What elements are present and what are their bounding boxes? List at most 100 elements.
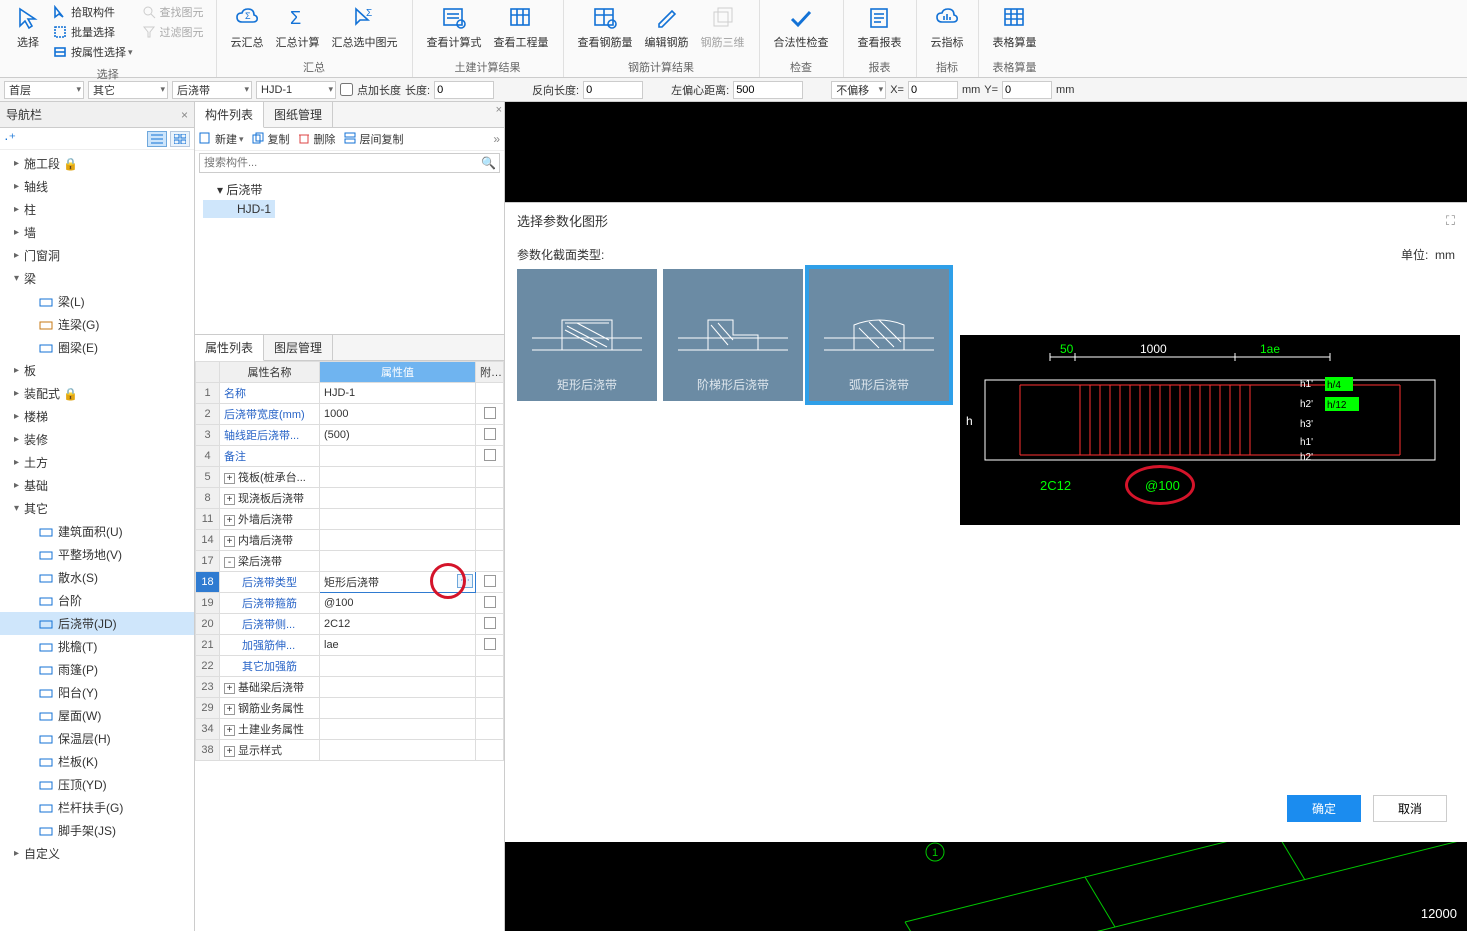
length-input[interactable] bbox=[434, 81, 494, 99]
x-input[interactable] bbox=[908, 81, 958, 99]
select-button[interactable]: 选择 bbox=[8, 0, 48, 54]
nav-add-icon[interactable]: ·⁺ bbox=[4, 130, 16, 147]
shape-card-arc[interactable]: 弧形后浇带 bbox=[809, 269, 949, 401]
tab-property-list[interactable]: 属性列表 bbox=[195, 335, 264, 361]
calc-selected-button[interactable]: Σ汇总选中图元 bbox=[326, 0, 404, 54]
shape-card-rect[interactable]: 矩形后浇带 bbox=[517, 269, 657, 401]
nav-item[interactable]: 自定义 bbox=[0, 842, 194, 865]
prop-row[interactable]: 1名称HJD-1 bbox=[196, 383, 504, 404]
prop-row[interactable]: 11+外墙后浇带 bbox=[196, 509, 504, 530]
search-input[interactable] bbox=[199, 153, 500, 173]
nav-subitem[interactable]: 散水(S) bbox=[0, 566, 194, 589]
nav-item[interactable]: 柱 bbox=[0, 198, 194, 221]
tree-root-item[interactable]: ▾ 后浇带 bbox=[203, 179, 496, 200]
prop-row[interactable]: 20后浇带侧...2C12 bbox=[196, 614, 504, 635]
floor-copy-button[interactable]: 层间复制 bbox=[344, 131, 404, 147]
nav-subitem[interactable]: 圈梁(E) bbox=[0, 336, 194, 359]
prop-row[interactable]: 34+土建业务属性 bbox=[196, 719, 504, 740]
mid-more-icon[interactable]: » bbox=[493, 132, 500, 146]
shape-card-step[interactable]: 阶梯形后浇带 bbox=[663, 269, 803, 401]
delete-button[interactable]: 删除 bbox=[298, 131, 336, 147]
prop-row[interactable]: 23+基础梁后浇带 bbox=[196, 677, 504, 698]
nav-close-icon[interactable]: × bbox=[181, 108, 188, 122]
nav-list-view-icon[interactable] bbox=[147, 131, 167, 147]
tab-layer-manage[interactable]: 图层管理 bbox=[264, 335, 333, 360]
nav-item[interactable]: 梁 bbox=[0, 267, 194, 290]
floor-dropdown[interactable]: 首层 bbox=[4, 81, 84, 99]
nav-subitem[interactable]: 阳台(Y) bbox=[0, 681, 194, 704]
nav-subitem[interactable]: 雨篷(P) bbox=[0, 658, 194, 681]
batch-select-button[interactable]: 批量选择 bbox=[48, 22, 137, 42]
no-offset-dropdown[interactable]: 不偏移 bbox=[831, 81, 886, 99]
cloud-summary-button[interactable]: Σ云汇总 bbox=[225, 0, 270, 54]
nav-item[interactable]: 基础 bbox=[0, 474, 194, 497]
y-input[interactable] bbox=[1002, 81, 1052, 99]
prop-row[interactable]: 5+筏板(桩承台... bbox=[196, 467, 504, 488]
prop-row[interactable]: 38+显示样式 bbox=[196, 740, 504, 761]
tab-component-list[interactable]: 构件列表 bbox=[195, 102, 264, 128]
select-by-prop-button[interactable]: 按属性选择▾ bbox=[48, 42, 137, 62]
prop-row[interactable]: 21加强筋伸...lae bbox=[196, 635, 504, 656]
nav-subitem[interactable]: 栏杆扶手(G) bbox=[0, 796, 194, 819]
pick-button[interactable]: 拾取构件 bbox=[48, 2, 137, 22]
view-qty-button[interactable]: 查看工程量 bbox=[488, 0, 555, 54]
nav-item[interactable]: 板 bbox=[0, 359, 194, 382]
prop-row[interactable]: 19后浇带箍筋@100 bbox=[196, 593, 504, 614]
nav-item[interactable]: 其它 bbox=[0, 497, 194, 520]
tree-child-item[interactable]: HJD-1 bbox=[203, 200, 275, 218]
rebar-3d-button[interactable]: 钢筋三维 bbox=[695, 0, 751, 54]
nav-subitem[interactable]: 连梁(G) bbox=[0, 313, 194, 336]
legal-check-button[interactable]: 合法性检查 bbox=[768, 0, 835, 54]
new-button[interactable]: 新建▾ bbox=[199, 131, 244, 147]
nav-subitem[interactable]: 平整场地(V) bbox=[0, 543, 194, 566]
nav-subitem[interactable]: 建筑面积(U) bbox=[0, 520, 194, 543]
nav-item[interactable]: 施工段 🔒 bbox=[0, 152, 194, 175]
table-qty-button[interactable]: 表格算量 bbox=[987, 0, 1043, 54]
nav-item[interactable]: 墙 bbox=[0, 221, 194, 244]
point-length-checkbox[interactable] bbox=[340, 83, 353, 96]
edit-rebar-button[interactable]: 编辑钢筋 bbox=[639, 0, 695, 54]
prop-row[interactable]: 29+钢筋业务属性 bbox=[196, 698, 504, 719]
nav-subitem[interactable]: 脚手架(JS) bbox=[0, 819, 194, 842]
more-button[interactable]: ⋯ bbox=[457, 574, 473, 588]
mid-close-icon[interactable]: × bbox=[496, 104, 502, 116]
member-dropdown[interactable]: HJD-1 bbox=[256, 81, 336, 99]
prop-row[interactable]: 14+内墙后浇带 bbox=[196, 530, 504, 551]
prop-row[interactable]: 8+现浇板后浇带 bbox=[196, 488, 504, 509]
nav-subitem[interactable]: 挑檐(T) bbox=[0, 635, 194, 658]
rev-length-input[interactable] bbox=[583, 81, 643, 99]
nav-item[interactable]: 门窗洞 bbox=[0, 244, 194, 267]
cancel-button[interactable]: 取消 bbox=[1373, 795, 1447, 822]
nav-item[interactable]: 装配式 🔒 bbox=[0, 382, 194, 405]
nav-item[interactable]: 楼梯 bbox=[0, 405, 194, 428]
calc-summary-button[interactable]: Σ汇总计算 bbox=[270, 0, 326, 54]
category-dropdown[interactable]: 其它 bbox=[88, 81, 168, 99]
nav-item[interactable]: 土方 bbox=[0, 451, 194, 474]
find-button[interactable]: 查找图元 bbox=[137, 2, 208, 22]
nav-subitem[interactable]: 梁(L) bbox=[0, 290, 194, 313]
nav-item[interactable]: 轴线 bbox=[0, 175, 194, 198]
nav-item[interactable]: 装修 bbox=[0, 428, 194, 451]
search-icon[interactable]: 🔍 bbox=[481, 156, 496, 170]
view-report-button[interactable]: 查看报表 bbox=[852, 0, 908, 54]
nav-subitem[interactable]: 栏板(K) bbox=[0, 750, 194, 773]
nav-grid-view-icon[interactable] bbox=[170, 131, 190, 147]
nav-subitem[interactable]: 压顶(YD) bbox=[0, 773, 194, 796]
view-rebar-button[interactable]: 查看钢筋量 bbox=[572, 0, 639, 54]
prop-row[interactable]: 4备注 bbox=[196, 446, 504, 467]
tab-drawing-manage[interactable]: 图纸管理 bbox=[264, 102, 333, 127]
ok-button[interactable]: 确定 bbox=[1287, 795, 1361, 822]
prop-row[interactable]: 18后浇带类型矩形后浇带⋯ bbox=[196, 572, 504, 593]
prop-row[interactable]: 2后浇带宽度(mm)1000 bbox=[196, 404, 504, 425]
viewport[interactable]: 1 3000 3000 12000 选择参数化图形 ⛶ 参数化截面类型: 单位:… bbox=[505, 102, 1467, 931]
filter-button[interactable]: 过滤图元 bbox=[137, 22, 208, 42]
view-formula-button[interactable]: 查看计算式 bbox=[421, 0, 488, 54]
prop-row[interactable]: 3轴线距后浇带...(500) bbox=[196, 425, 504, 446]
dialog-restore-icon[interactable]: ⛶ bbox=[1446, 213, 1455, 229]
nav-subitem[interactable]: 后浇带(JD) bbox=[0, 612, 194, 635]
prop-row[interactable]: 22其它加强筋 bbox=[196, 656, 504, 677]
cloud-index-button[interactable]: 云指标 bbox=[925, 0, 970, 54]
left-offset-input[interactable] bbox=[733, 81, 803, 99]
type-dropdown[interactable]: 后浇带 bbox=[172, 81, 252, 99]
copy-button[interactable]: 复制 bbox=[252, 131, 290, 147]
